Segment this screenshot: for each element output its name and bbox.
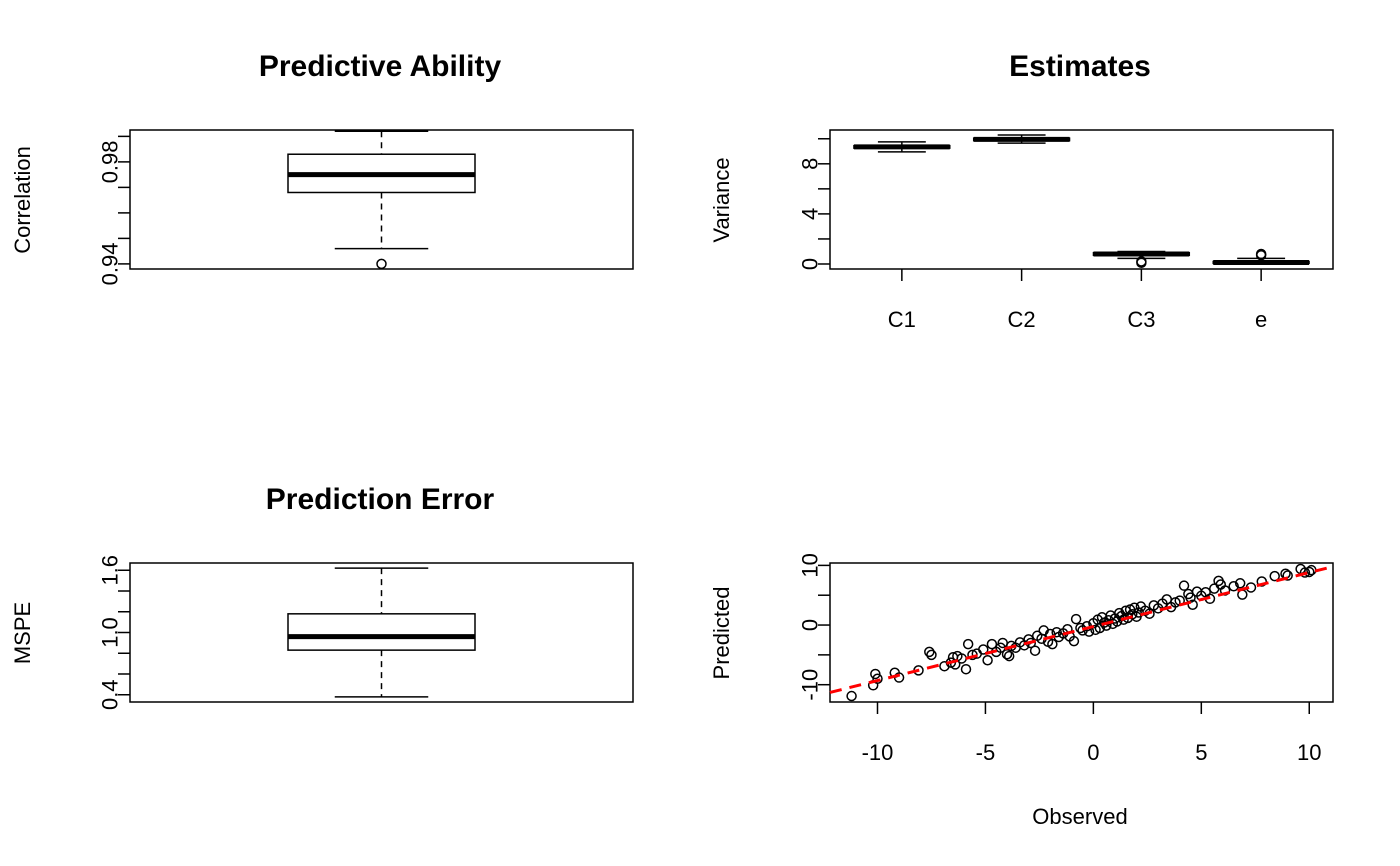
- outlier-point: [376, 258, 387, 270]
- y-tick-label: 1.0: [98, 617, 123, 648]
- scatter-point: [870, 668, 881, 680]
- scatter-point: [924, 646, 935, 658]
- scatter-point: [1256, 576, 1268, 587]
- x-axis: C1 C2 C3 e: [888, 269, 1267, 332]
- scatter-point: [1047, 638, 1058, 650]
- scatter-point: [1187, 599, 1198, 611]
- scatter-group: [829, 563, 1334, 702]
- x-tick-label: 10: [1297, 740, 1321, 765]
- boxplot-C1: [853, 141, 951, 153]
- scatter-point: [1228, 581, 1239, 592]
- y-tick-label: 0.4: [98, 679, 123, 710]
- scatter-point: [1070, 613, 1082, 625]
- chart-title: Predictive Ability: [259, 50, 502, 83]
- boxplot-group: [853, 134, 1310, 268]
- x-tick-label: C2: [1008, 307, 1036, 332]
- scatter-point: [872, 673, 883, 684]
- scatter-point: [1269, 570, 1280, 582]
- x-tick-label: C3: [1127, 307, 1155, 332]
- scatter-point: [1304, 566, 1315, 578]
- boxplot-C3: [1092, 250, 1191, 268]
- y-axis: 0 4 8: [798, 138, 830, 270]
- y-tick-label: 0: [798, 258, 823, 270]
- scatter-point: [978, 644, 989, 655]
- y-axis-label: MSPE: [10, 602, 35, 664]
- x-axis: -10 -5 0 5 10: [862, 702, 1321, 765]
- y-axis: -10 0 10: [798, 553, 830, 701]
- plot-frame: [829, 562, 1334, 703]
- panel-estimates: Estimates Variance 0 4 8 C1 C2 C3 e: [709, 50, 1334, 332]
- y-tick-label: 8: [798, 158, 823, 170]
- scatter-point: [926, 649, 937, 661]
- y-axis: 0.94 0.98: [98, 135, 130, 285]
- y-axis: 0.4 1.0 1.6: [98, 555, 130, 710]
- outlier-point: [1255, 248, 1267, 260]
- scatter-point: [1029, 645, 1041, 656]
- outlier-point: [1136, 256, 1147, 267]
- scatter-point: [1234, 578, 1246, 589]
- boxplot-main: [287, 567, 476, 698]
- scatter-point: [1003, 650, 1015, 662]
- panel-predictive-ability: Predictive Ability Correlation 0.94 0.98: [10, 50, 634, 285]
- plot-frame: [829, 129, 1334, 270]
- scatter-point: [986, 638, 998, 650]
- x-tick-label: 0: [1087, 740, 1099, 765]
- y-tick-label: 0.94: [98, 242, 123, 285]
- scatter-point: [1133, 607, 1144, 618]
- x-tick-label: C1: [888, 307, 916, 332]
- scatter-point: [1282, 570, 1293, 581]
- y-axis-label: Variance: [709, 157, 734, 242]
- y-axis-label: Predicted: [709, 587, 734, 680]
- y-axis-label: Correlation: [10, 146, 35, 254]
- y-tick-label: 1.6: [98, 555, 123, 586]
- scatter-point: [1299, 567, 1311, 578]
- scatter-point: [960, 663, 972, 675]
- scatter-point: [846, 690, 857, 702]
- scatter-point: [1178, 580, 1190, 591]
- scatter-point: [1001, 649, 1013, 660]
- boxplot-C2: [972, 134, 1071, 144]
- box-iqr: [287, 613, 476, 651]
- boxplot-group: [287, 130, 476, 270]
- boxplot-group: [287, 567, 476, 698]
- panel-prediction-error: Prediction Error MSPE 0.4 1.0 1.6: [10, 483, 634, 710]
- scatter-point: [962, 638, 974, 650]
- y-tick-label: 10: [798, 553, 823, 577]
- chart-title: Estimates: [1009, 50, 1151, 83]
- scatter-point: [1051, 626, 1062, 638]
- scatter-point: [1068, 635, 1080, 647]
- panel-observed-predicted: Observed Predicted -10 0 10 -10 -5 0 5 10: [709, 553, 1334, 829]
- y-tick-label: 0: [798, 619, 823, 631]
- x-tick-label: 5: [1195, 740, 1207, 765]
- y-tick-label: 0.98: [98, 140, 123, 183]
- x-tick-label: -5: [976, 740, 996, 765]
- scatter-point: [982, 654, 993, 666]
- x-tick-label: e: [1255, 307, 1267, 332]
- boxplot-main: [287, 130, 476, 270]
- x-axis-label: Observed: [1032, 804, 1127, 829]
- boxplot-e: [1212, 248, 1310, 265]
- x-tick-label: -10: [862, 740, 894, 765]
- fit-line: [829, 565, 1334, 694]
- y-tick-label: -10: [798, 669, 823, 701]
- y-tick-label: 4: [798, 208, 823, 220]
- scatter-point: [1101, 620, 1112, 631]
- chart-title: Prediction Error: [266, 483, 495, 516]
